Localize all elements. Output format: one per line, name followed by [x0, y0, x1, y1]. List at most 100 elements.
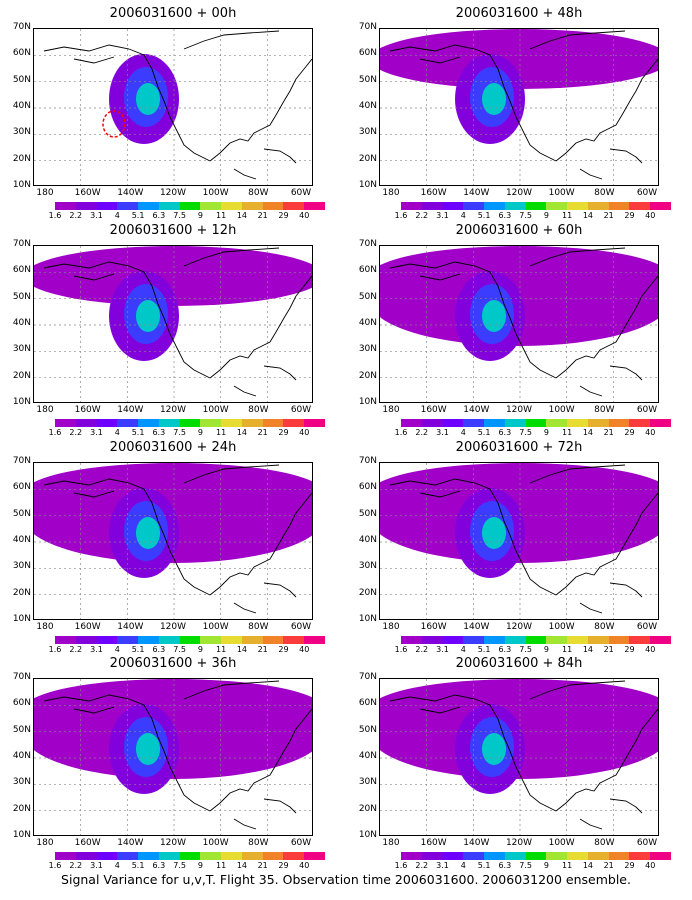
variance-contour — [380, 29, 658, 89]
lat-tick-label: 20N — [358, 587, 377, 598]
lat-tick-label: 30N — [12, 127, 31, 138]
coastline — [389, 680, 658, 830]
colorbar-label: 4 — [460, 861, 466, 870]
colorbar-label: 11 — [216, 645, 227, 654]
panel-title: 2006031600 + 48h — [455, 6, 583, 21]
lon-tick-label: 140W — [463, 188, 490, 198]
colorbar-swatch — [179, 852, 201, 860]
colorbar-swatch — [179, 419, 201, 427]
lat-tick-label: 40N — [12, 751, 31, 761]
colorbar-label: 21 — [603, 211, 614, 220]
lon-tick-label: 160W — [74, 622, 101, 632]
colorbar-label: 7.5 — [173, 428, 186, 437]
colorbar-label: 4 — [460, 428, 466, 437]
map-plot-area — [379, 462, 659, 620]
lat-tick-label: 60N — [12, 265, 31, 276]
variance-contour — [34, 679, 312, 739]
lon-tick-label: 100W — [202, 405, 229, 415]
lon-tick-label: 180 — [36, 405, 54, 415]
map-plot-area — [379, 245, 659, 403]
variance-contour — [482, 733, 506, 765]
colorbar-swatch — [117, 419, 139, 427]
lat-tick-label: 50N — [358, 508, 377, 519]
variance-contour — [136, 300, 160, 332]
colorbar-label: 5.1 — [477, 428, 491, 437]
lat-tick-label: 70N — [12, 22, 31, 32]
lat-tick-label: 40N — [358, 535, 377, 545]
colorbar-swatch — [421, 202, 443, 210]
colorbar-label: 11 — [216, 428, 227, 437]
variance-field — [380, 29, 658, 185]
lat-tick-label: 60N — [358, 482, 377, 493]
variance-contour — [482, 300, 506, 332]
colorbar-swatch — [200, 636, 222, 644]
lon-tick-label: 140W — [463, 838, 490, 848]
lon-tick-label: 180 — [382, 188, 400, 198]
lon-tick-label: 160W — [420, 838, 447, 848]
colorbar-label: 5.1 — [131, 428, 145, 437]
colorbar-label: 40 — [645, 861, 656, 870]
variance-contour — [380, 463, 658, 523]
coastline — [43, 247, 312, 397]
lat-tick-label: 20N — [12, 803, 31, 814]
map-plot-area — [33, 245, 313, 403]
colorbar-label: 1.6 — [394, 861, 408, 870]
colorbar-swatch — [567, 419, 588, 427]
coastline — [389, 30, 658, 180]
colorbar-label: 9 — [543, 211, 549, 220]
colorbar-label: 2.2 — [415, 861, 429, 870]
colorbar-swatch — [221, 202, 242, 210]
lat-tick-label: 50N — [12, 724, 31, 735]
colorbar-swatch — [484, 202, 505, 210]
colorbar-swatch — [484, 852, 505, 860]
lat-tick-label: 10N — [358, 614, 377, 624]
colorbar — [401, 636, 671, 644]
lon-tick-label: 120W — [505, 188, 533, 198]
colorbar-swatch — [608, 202, 630, 210]
lat-tick-label: 70N — [12, 672, 31, 682]
variance-contour — [34, 463, 312, 523]
colorbar-swatch — [200, 202, 222, 210]
colorbar-label: 9 — [197, 211, 203, 220]
colorbar-swatch — [504, 636, 526, 644]
colorbar-swatch — [75, 852, 97, 860]
lon-tick-label: 100W — [548, 405, 575, 415]
colorbar-swatch — [117, 636, 139, 644]
colorbar-label: 40 — [299, 645, 310, 654]
colorbar-label: 14 — [236, 861, 248, 870]
lat-tick-label: 60N — [12, 48, 31, 59]
colorbar-label: 5.1 — [477, 861, 491, 870]
figure-caption: Signal Variance for u,v,T. Flight 35. Ob… — [61, 872, 631, 887]
colorbar-label: 14 — [236, 428, 248, 437]
lon-tick-label: 160W — [420, 622, 447, 632]
colorbar-swatch — [179, 636, 201, 644]
panel-title: 2006031600 + 72h — [455, 440, 583, 455]
colorbar-swatch — [262, 852, 284, 860]
colorbar-label: 40 — [299, 211, 310, 220]
colorbar-swatch — [567, 852, 588, 860]
lon-tick-label: 140W — [463, 622, 490, 632]
lon-tick-label: 60W — [636, 622, 658, 632]
coastline — [43, 30, 312, 180]
colorbar-swatch — [587, 636, 609, 644]
colorbar-label: 14 — [582, 428, 594, 437]
colorbar-swatch — [401, 419, 422, 427]
panel-title: 2006031600 + 00h — [109, 6, 237, 21]
colorbar-swatch — [158, 636, 180, 644]
colorbar-label: 1.6 — [48, 861, 62, 870]
lon-tick-label: 80W — [594, 622, 615, 632]
variance-contour — [136, 517, 160, 549]
lon-tick-label: 160W — [420, 405, 447, 415]
colorbar-label: 3.1 — [436, 861, 449, 870]
lon-tick-label: 140W — [117, 405, 144, 415]
colorbar-swatch — [262, 202, 284, 210]
lon-tick-label: 180 — [36, 622, 54, 632]
variance-contour — [482, 83, 506, 115]
colorbar-label: 1.6 — [394, 211, 408, 220]
coastline — [43, 680, 312, 830]
colorbar-swatch — [608, 636, 630, 644]
colorbar-label: 29 — [278, 211, 289, 220]
colorbar-label: 40 — [645, 428, 656, 437]
lon-tick-label: 180 — [382, 838, 400, 848]
colorbar-label: 6.3 — [152, 211, 166, 220]
